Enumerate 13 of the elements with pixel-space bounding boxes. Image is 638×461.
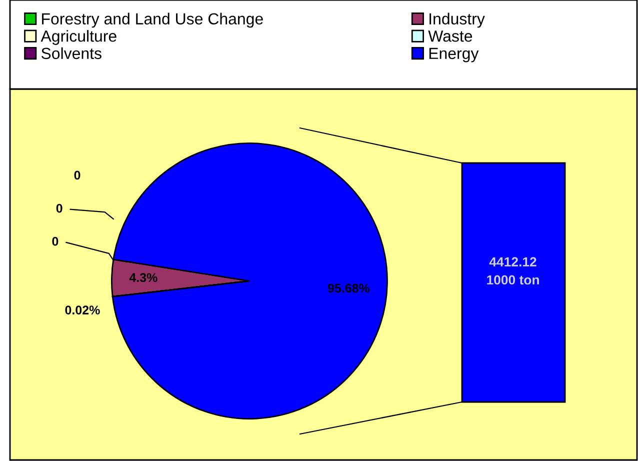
- legend-label: Industry: [430, 12, 485, 28]
- legend-label: Solvents: [41, 47, 102, 60]
- text: 0: [56, 204, 62, 213]
- text: 0: [52, 236, 58, 246]
- text: 4412.12 1000 ton: [487, 257, 539, 285]
- legend-label: Agriculture: [40, 30, 116, 45]
- text: 0: [74, 170, 80, 180]
- data-label: 4.3%: [129, 273, 158, 282]
- legend-label: Waste: [428, 30, 472, 42]
- data-label: 95.68%: [328, 284, 370, 293]
- legend-label: Forestry and Land Use Change: [42, 12, 263, 28]
- data-label: 0.02%: [65, 306, 100, 314]
- legend-label: Energy: [429, 48, 479, 62]
